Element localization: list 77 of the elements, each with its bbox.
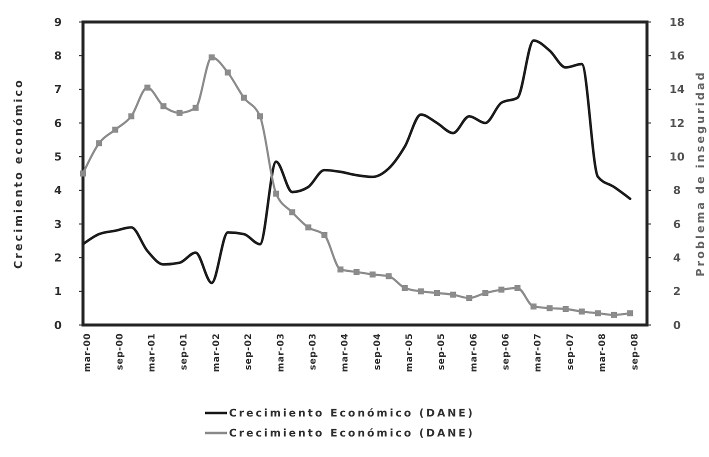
point: [354, 268, 360, 275]
point: [128, 113, 134, 120]
legend-label: Crecimiento Económico (DANE): [229, 428, 475, 440]
x-tick-label: sep-05: [437, 333, 448, 370]
point: [144, 84, 150, 91]
x-tick-label: sep-04: [372, 333, 383, 370]
y2-tick-label: 6: [673, 218, 682, 231]
x-tick-label: sep-03: [308, 333, 318, 370]
point: [257, 113, 264, 120]
x-tick-label: mar-02: [212, 333, 222, 372]
point: [112, 126, 118, 133]
y2-tick-label: 2: [673, 285, 681, 298]
x-tick-label: sep-06: [502, 333, 512, 370]
x-tick-label: mar-05: [404, 333, 415, 372]
point: [96, 140, 102, 146]
point: [160, 103, 166, 110]
x-tick-label: sep-02: [244, 333, 254, 370]
point: [240, 94, 247, 101]
point: [305, 224, 312, 230]
y-tick-label: 1: [54, 285, 62, 298]
point: [321, 232, 328, 238]
point: [434, 290, 440, 296]
y2-tick-label: 16: [669, 50, 685, 63]
y2-tick-label: 12: [669, 116, 685, 130]
point: [224, 70, 231, 76]
y2-tick-label: 14: [669, 83, 685, 96]
y2-tick-label: 18: [669, 16, 685, 29]
point: [482, 290, 488, 296]
point: [514, 284, 520, 291]
point: [208, 54, 215, 60]
x-tick-label: sep-01: [180, 333, 190, 370]
y-tick-label: 5: [54, 150, 62, 164]
x-tick-label: mar-04: [340, 333, 351, 372]
point: [418, 288, 424, 294]
point: [370, 272, 376, 278]
x-tick-label: sep-08: [630, 333, 640, 370]
point: [562, 306, 569, 312]
y2-axis-title: Problema de inseguridad: [694, 70, 707, 277]
legend-label: Crecimiento Económico (DANE): [229, 408, 475, 420]
x-tick-label: mar-06: [469, 333, 480, 372]
point: [337, 266, 344, 272]
point: [402, 284, 408, 291]
point: [498, 286, 504, 293]
point: [578, 308, 585, 315]
x-tick-label: sep-07: [566, 333, 576, 370]
y-tick-label: 0: [54, 318, 62, 332]
y-tick-label: 7: [54, 83, 62, 96]
y-tick-label: 4: [54, 184, 62, 198]
y-axis-title: Crecimiento económico: [12, 78, 25, 269]
y2-tick-label: 10: [669, 150, 685, 164]
y2-tick-label: 4: [673, 252, 682, 265]
y2-tick-label: 8: [673, 184, 681, 198]
x-tick-label: mar-03: [276, 333, 286, 372]
point: [594, 310, 601, 316]
point: [273, 190, 280, 197]
y-tick-label: 8: [54, 50, 62, 63]
point: [530, 303, 537, 310]
point: [611, 312, 618, 318]
point: [176, 110, 183, 116]
y2-tick-label: 0: [673, 318, 682, 332]
y-tick-label: 3: [54, 218, 62, 231]
point: [289, 209, 296, 216]
x-tick-label: mar-08: [598, 333, 608, 372]
point: [450, 292, 456, 298]
y-tick-label: 9: [54, 16, 62, 29]
point: [466, 295, 472, 302]
point: [192, 104, 199, 111]
x-tick-label: mar-07: [534, 333, 544, 372]
y-tick-label: 2: [54, 252, 62, 265]
point: [546, 305, 553, 312]
x-tick-label: sep-00: [115, 333, 126, 370]
x-tick-label: mar-00: [83, 333, 94, 372]
x-tick-label: mar-01: [148, 333, 158, 372]
y-tick-label: 6: [54, 116, 62, 130]
point: [627, 310, 634, 316]
point: [386, 273, 392, 280]
point: [80, 170, 86, 176]
